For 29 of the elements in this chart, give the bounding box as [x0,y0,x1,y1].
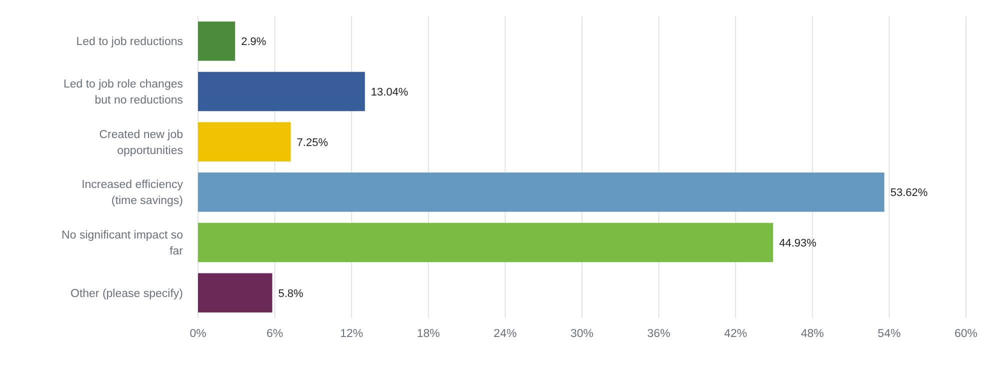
y-tick-label: Led to job reductions [76,36,184,48]
bar [198,172,884,212]
x-tick-label: 6% [266,328,284,340]
data-label: 44.93% [779,238,817,250]
bar [198,222,774,262]
bar [198,273,272,312]
data-label: 13.04% [370,86,408,98]
data-label: 7.25% [296,136,328,149]
x-tick-label: 30% [570,328,594,340]
y-tick-label: Increased efficiency (time savings) [82,179,184,208]
x-tick-label: 54% [878,328,901,340]
x-tick-label: 36% [647,328,670,340]
y-tick-label: Created new job opportunities [99,128,184,157]
y-tick-label: Led to job role changes but no reductions [63,78,184,106]
data-label: 2.9% [241,36,266,48]
y-tick-label: Other (please specify) [70,288,184,300]
data-label: 5.8% [278,288,304,300]
bar [198,72,365,112]
x-tick-label: 42% [724,328,748,340]
x-tick-label: 24% [494,328,517,340]
bar [198,22,236,61]
y-tick-label: No significant impact so far [62,230,184,258]
x-tick-label: 12% [340,328,364,340]
x-tick-label: 60% [954,328,978,340]
x-tick-label: 18% [416,328,440,340]
x-tick-label: 48% [800,328,824,340]
x-tick-label: 0% [190,328,206,340]
data-label: 53.62% [890,187,928,200]
bar [198,122,291,162]
